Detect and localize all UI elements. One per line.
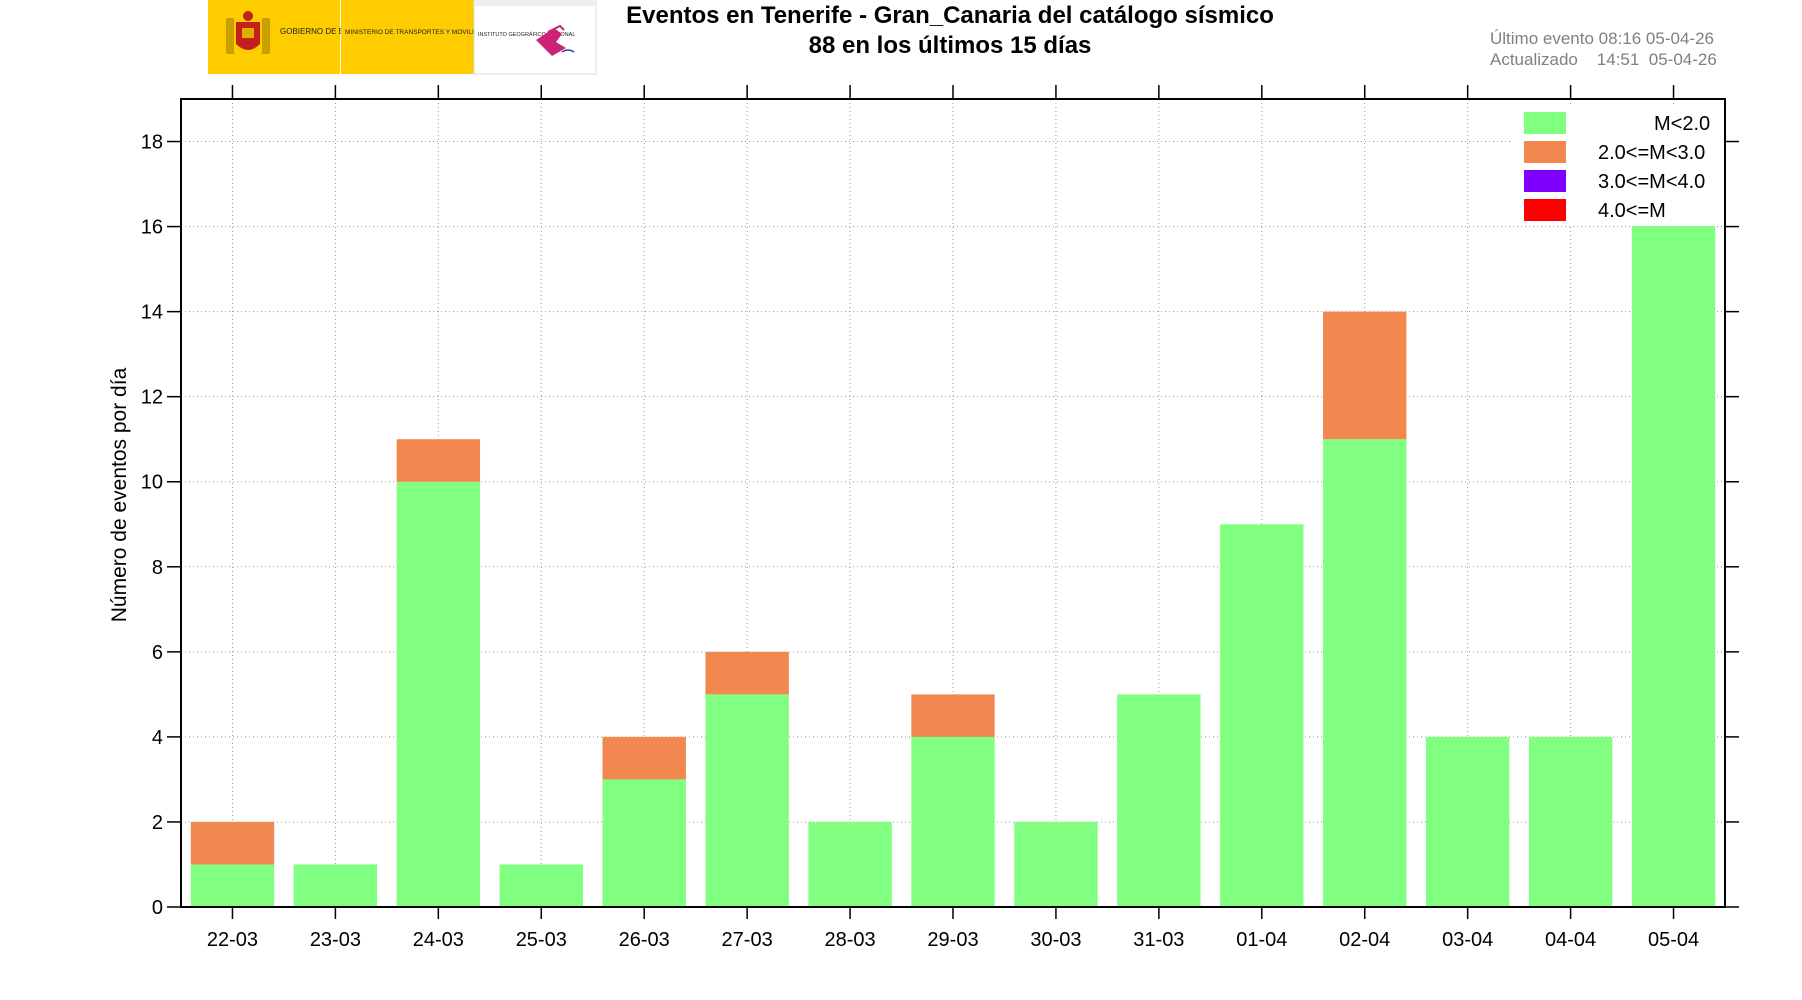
x-tick-label: 02-04: [1339, 929, 1390, 951]
x-tick-label: 27-03: [722, 929, 773, 951]
chart-title-line2: 88 en los últimos 15 días: [809, 32, 1092, 59]
bar-24-03-series-1: [396, 439, 481, 482]
x-tick-label: 30-03: [1030, 929, 1081, 951]
legend-label-2: 3.0<=M<4.0: [1598, 171, 1705, 193]
chart-title-line1: Eventos en Tenerife - Gran_Canaria del c…: [626, 2, 1274, 29]
bar-24-03-series-0: [396, 481, 481, 907]
y-tick-label: 16: [141, 217, 163, 239]
x-tick-label: 31-03: [1133, 929, 1184, 951]
bar-02-04-series-1: [1323, 311, 1407, 440]
y-tick-label: 10: [141, 472, 163, 494]
bar-29-03-series-0: [911, 736, 995, 907]
bar-26-03-series-1: [602, 736, 686, 780]
legend-swatch-0: [1524, 112, 1566, 134]
bar-27-03-series-1: [705, 651, 789, 695]
bar-22-03-series-1: [190, 821, 275, 865]
y-tick-label: 14: [141, 302, 163, 324]
y-tick-label: 8: [152, 557, 163, 579]
bar-02-04-series-0: [1323, 439, 1407, 907]
legend-label-3: 4.0<=M: [1598, 200, 1666, 222]
bar-23-03-series-0: [293, 864, 378, 907]
logo-ministerio-text: MINISTERIO DE TRANSPORTES Y MOVILIDAD SO…: [345, 29, 531, 36]
bar-25-03-series-0: [499, 864, 583, 907]
y-tick-label: 6: [152, 642, 163, 664]
bar-04-04-series-0: [1528, 736, 1613, 907]
x-tick-label: 29-03: [927, 929, 978, 951]
x-tick-label: 23-03: [310, 929, 361, 951]
bar-22-03-series-0: [190, 864, 275, 907]
bar-31-03-series-0: [1117, 694, 1201, 907]
x-tick-label: 04-04: [1545, 929, 1596, 951]
logo-header: GOBIERNO DE ESPAÑA MINISTERIO DE TRANSPO…: [208, 0, 597, 75]
y-tick-label: 12: [141, 387, 163, 409]
legend-swatch-2: [1524, 170, 1566, 192]
bar-03-04-series-0: [1425, 736, 1510, 907]
bar-01-04-series-0: [1220, 524, 1304, 907]
bar-26-03-series-0: [602, 779, 686, 907]
y-tick-label: 2: [152, 812, 163, 834]
bars: [190, 141, 1716, 908]
x-tick-label: 26-03: [619, 929, 670, 951]
logo-ign-text: INSTITUTO GEOGRÁFICO NACIONAL: [478, 31, 575, 38]
bar-30-03-series-0: [1014, 821, 1098, 907]
last-event-text: Último evento 08:16 05-04-26: [1490, 29, 1714, 48]
logo-ign-background: [473, 0, 597, 75]
updated-text: Actualizado 14:51 05-04-26: [1490, 50, 1717, 69]
legend-label-1: 2.0<=M<3.0: [1598, 142, 1705, 164]
x-tick-label: 01-04: [1236, 929, 1287, 951]
y-tick-label: 18: [141, 132, 163, 154]
x-tick-label: 22-03: [207, 929, 258, 951]
legend-swatch-1: [1524, 141, 1566, 163]
x-tick-label: 24-03: [413, 929, 464, 951]
ign-logo-icon: [536, 24, 575, 56]
bar-05-04-series-0: [1631, 141, 1716, 908]
x-tick-label: 03-04: [1442, 929, 1493, 951]
x-tick-label: 05-04: [1648, 929, 1699, 951]
bar-28-03-series-0: [808, 821, 892, 907]
legend-swatch-3: [1524, 199, 1566, 221]
y-tick-label: 0: [152, 897, 163, 919]
bar-27-03-series-0: [705, 694, 789, 907]
axes: [167, 85, 1739, 919]
y-tick-label: 4: [152, 727, 163, 749]
coat-of-arms-icon: [226, 11, 270, 54]
y-axis-label: Número de eventos por día: [108, 367, 131, 622]
y-tick-labels: 0 2 4 6 8 10 12 14 16 18: [141, 132, 163, 919]
legend-label-0: M<2.0: [1654, 113, 1710, 135]
x-tick-labels: 22-03 23-03 24-03 25-03 26-03 27-03 28-03 29-03…: [207, 929, 1699, 951]
legend: M<2.0 2.0<=M<3.0 3.0<=M<4.0 4.0<=M: [1512, 104, 1722, 226]
x-tick-label: 28-03: [824, 929, 875, 951]
x-tick-label: 25-03: [516, 929, 567, 951]
logo-ministerio-background: [341, 0, 474, 74]
logo-gobierno-text: GOBIERNO DE ESPAÑA: [280, 27, 371, 36]
bar-29-03-series-1: [911, 694, 995, 737]
